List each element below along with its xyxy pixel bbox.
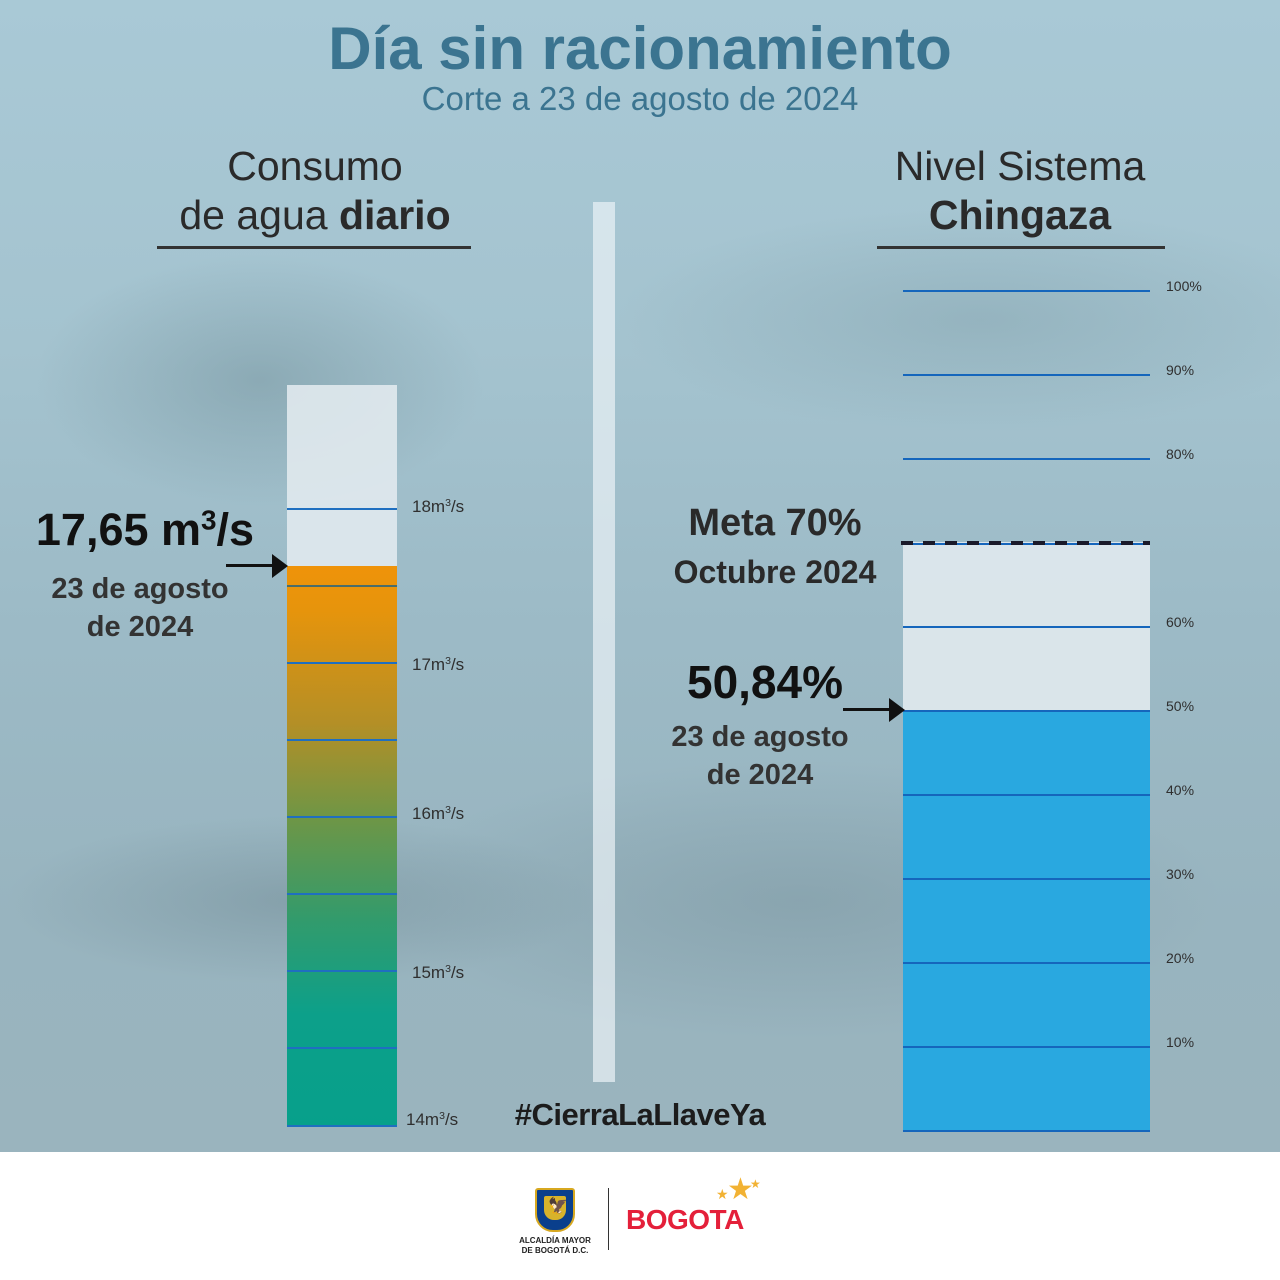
chingaza-current-value: 50,84% <box>686 656 843 708</box>
star-icon-tiny: ★ <box>750 1177 761 1191</box>
heading-bold-text: diario <box>338 192 451 238</box>
chingaza-gauge <box>901 290 1150 1132</box>
consumption-date-line2: de 2024 <box>86 611 194 643</box>
chingaza-date-line2: de 2024 <box>706 759 814 791</box>
consumption-gauge-empty <box>287 385 397 566</box>
consumption-arrow-icon <box>272 554 288 578</box>
tick-17-5 <box>287 585 397 587</box>
star-icon-large: ★ <box>727 1173 754 1206</box>
axis-label-50: 50% <box>1166 698 1195 714</box>
tick-17 <box>287 662 397 664</box>
axis-label-20: 20% <box>1166 950 1195 966</box>
tick-15-5 <box>287 893 397 895</box>
tick-16 <box>287 816 397 818</box>
consumption-gauge-fill <box>287 566 397 1127</box>
eagle-icon: 🦅 <box>548 1198 568 1215</box>
consumption-heading-line1: Consumo <box>227 143 403 189</box>
axis-label-17: 17m3/s <box>412 655 465 674</box>
chingaza-gauge-fill <box>903 710 1150 1132</box>
coat-of-arms-inner <box>544 1196 566 1220</box>
tick-90 <box>903 374 1150 376</box>
alcaldia-label: ALCALDÍA MAYOR DE BOGOTÁ D.C. <box>510 1236 600 1256</box>
page-title: Día sin racionamiento <box>328 15 952 82</box>
chingaza-heading-rule <box>877 246 1165 249</box>
tick-60 <box>903 626 1150 628</box>
tick-20 <box>903 962 1150 964</box>
chingaza-heading-line1: Nivel Sistema <box>894 143 1146 189</box>
axis-label-10: 10% <box>1166 1034 1195 1050</box>
axis-label-16: 16m3/s <box>412 804 465 823</box>
chingaza-arrow-icon <box>889 698 905 722</box>
consumption-current-value: 17,65 m3/s <box>35 504 255 555</box>
target-label: Meta 70% <box>688 502 862 544</box>
alcaldia-line2: DE BOGOTÁ D.C. <box>521 1246 589 1255</box>
tick-100 <box>903 290 1150 292</box>
axis-label-80: 80% <box>1166 446 1195 462</box>
axis-label-30: 30% <box>1166 866 1195 882</box>
tick-30 <box>903 878 1150 880</box>
bogota-coat-of-arms-icon <box>535 1188 575 1232</box>
target-date: Octubre 2024 <box>673 554 877 590</box>
tick-10 <box>903 1046 1150 1048</box>
hashtag: #CierraLaLlaveYa <box>514 1097 766 1132</box>
consumption-heading-rule <box>157 246 471 249</box>
alcaldia-line1: ALCALDÍA MAYOR <box>519 1236 591 1245</box>
tick-14-5 <box>287 1047 397 1049</box>
tick-18 <box>287 508 397 510</box>
axis-label-14: 14m3/s <box>406 1110 459 1129</box>
chingaza-heading: Nivel Sistema Chingaza <box>860 142 1180 240</box>
tick-80 <box>903 458 1150 460</box>
center-divider <box>593 202 615 1082</box>
axis-label-60: 60% <box>1166 614 1195 630</box>
consumption-heading-line2: de agua diario <box>140 191 490 240</box>
consumption-heading: Consumo de agua diario <box>140 142 490 240</box>
chingaza-date-line1: 23 de agosto <box>671 721 849 753</box>
tick-15 <box>287 970 397 972</box>
chingaza-date: 23 de agosto de 2024 <box>650 718 870 794</box>
footer-separator <box>608 1188 609 1250</box>
consumption-arrow-line <box>226 564 276 567</box>
consumption-date: 23 de agosto de 2024 <box>30 570 250 646</box>
page-subtitle: Corte a 23 de agosto de 2024 <box>421 80 859 117</box>
axis-label-15: 15m3/s <box>412 963 465 982</box>
axis-label-40: 40% <box>1166 782 1195 798</box>
tick-14 <box>287 1125 397 1127</box>
axis-label-90: 90% <box>1166 362 1195 378</box>
footer <box>0 1152 1280 1280</box>
consumption-date-line1: 23 de agosto <box>51 573 229 605</box>
target-dashed-line <box>901 541 1150 545</box>
axis-label-100: 100% <box>1166 278 1202 294</box>
tick-40 <box>903 794 1150 796</box>
axis-label-18: 18m3/s <box>412 497 465 516</box>
bogota-brand-logo: BOGOTA <box>626 1204 744 1235</box>
tick-0 <box>903 1130 1150 1132</box>
heading-bold-text: Chingaza <box>928 192 1112 238</box>
tick-16-5 <box>287 739 397 741</box>
chingaza-arrow-line <box>843 708 891 711</box>
heading-regular-text: de agua <box>179 192 339 238</box>
star-icon-small: ★ <box>716 1186 729 1202</box>
chingaza-heading-line2: Chingaza <box>860 191 1180 240</box>
consumption-gauge <box>287 385 397 1127</box>
tick-50 <box>903 710 1150 712</box>
